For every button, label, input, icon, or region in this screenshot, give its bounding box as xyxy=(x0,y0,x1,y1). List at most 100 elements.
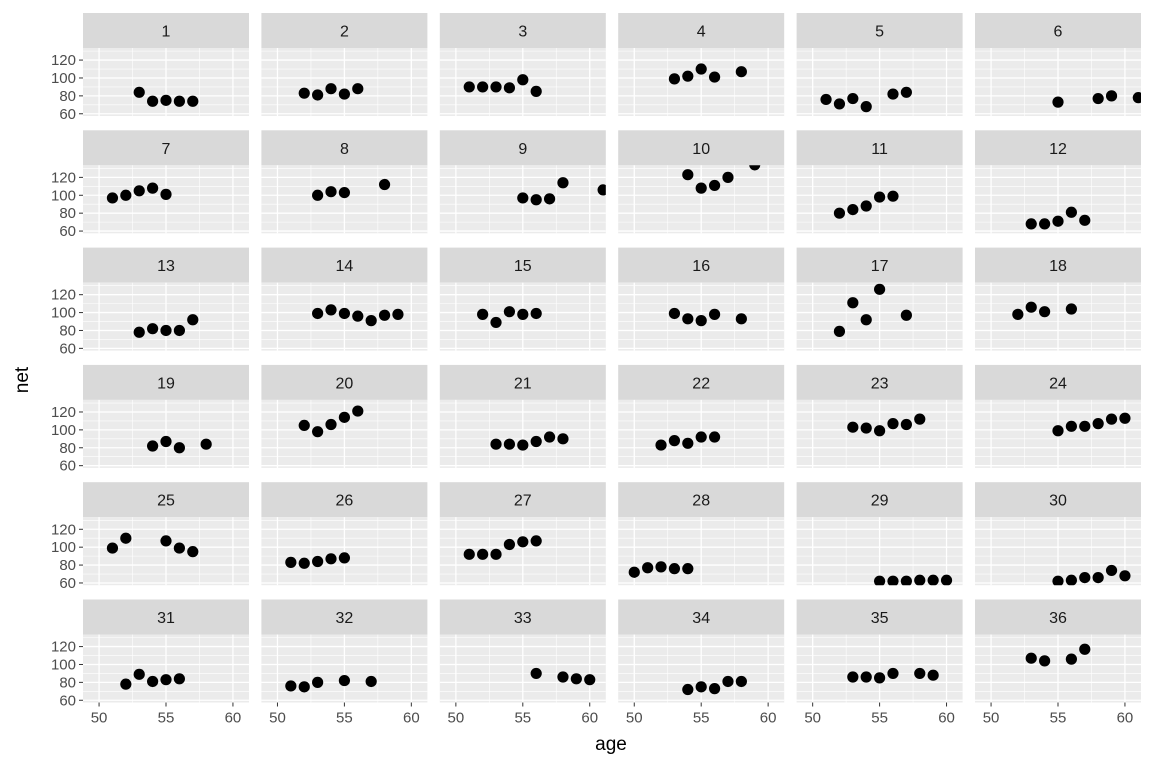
x-tick-label: 60 xyxy=(225,710,242,727)
facet-strip-label: 26 xyxy=(336,493,354,510)
data-point xyxy=(338,411,350,423)
y-tick-label: 80 xyxy=(59,322,76,339)
data-point xyxy=(160,674,172,686)
x-tick-label: 50 xyxy=(626,710,643,727)
data-point xyxy=(160,324,172,337)
facet-panel-15: 15 xyxy=(439,247,606,351)
facet-strip xyxy=(796,247,963,283)
facet-strip-label: 17 xyxy=(871,258,889,275)
data-point xyxy=(914,667,926,680)
data-point xyxy=(338,307,350,320)
data-point xyxy=(735,66,747,78)
data-point xyxy=(860,200,872,212)
facet-panel-33: 33 xyxy=(439,599,606,703)
data-point xyxy=(570,673,582,685)
facet-strip-label: 22 xyxy=(692,375,710,392)
x-tick-label: 55 xyxy=(158,710,175,727)
facet-strip xyxy=(83,364,249,400)
data-point xyxy=(352,310,364,322)
data-point xyxy=(285,556,297,568)
facet-strip xyxy=(975,130,1141,166)
facet-strip-label: 1 xyxy=(162,24,171,41)
y-tick-label: 120 xyxy=(51,521,76,538)
y-tick-label: 60 xyxy=(59,458,76,475)
facet-panel-9: 9 xyxy=(439,130,606,234)
data-point xyxy=(860,671,872,683)
data-point xyxy=(628,566,640,578)
data-point xyxy=(120,678,132,690)
facet-strip-label: 2 xyxy=(340,24,349,41)
data-point xyxy=(490,81,502,93)
data-point xyxy=(557,671,569,683)
y-axis: 6080100120608010012060801001206080100120… xyxy=(51,52,83,709)
data-point xyxy=(722,675,734,688)
facet-strip-label: 4 xyxy=(697,24,706,41)
data-point xyxy=(325,553,337,565)
data-point xyxy=(708,179,721,192)
data-point xyxy=(338,186,350,199)
facet-panel-32: 32 xyxy=(261,599,428,703)
data-point xyxy=(160,94,172,106)
data-point xyxy=(1065,574,1077,586)
x-tick-label: 55 xyxy=(693,710,710,727)
facet-panel-28: 28 xyxy=(618,482,785,586)
data-point xyxy=(668,73,681,85)
x-tick-label: 60 xyxy=(938,710,955,727)
data-point xyxy=(365,675,377,688)
data-point xyxy=(147,323,159,335)
facet-strip xyxy=(618,247,785,283)
facet-panel-12: 12 xyxy=(975,130,1141,234)
data-point xyxy=(668,563,681,575)
facet-panel-10: 10 xyxy=(618,130,785,234)
facet-panel-4: 4 xyxy=(618,13,785,116)
facet-strip xyxy=(975,599,1141,635)
data-point xyxy=(1105,90,1118,102)
data-point xyxy=(1065,206,1077,218)
data-point xyxy=(1092,418,1104,430)
data-point xyxy=(695,63,707,75)
data-point xyxy=(1092,571,1104,584)
facet-strip xyxy=(83,482,249,518)
data-point xyxy=(708,683,721,695)
data-point xyxy=(847,92,859,105)
data-point xyxy=(557,433,569,445)
data-point xyxy=(173,442,185,454)
data-point xyxy=(365,315,377,327)
y-tick-label: 120 xyxy=(51,169,76,186)
x-tick-label: 50 xyxy=(804,710,821,727)
facet-strip-label: 19 xyxy=(157,375,175,392)
x-axis: 50 55 60 50 55 60 50 55 60 50 55 60 50 55 60 50 55 60 xyxy=(91,702,1133,727)
data-point xyxy=(147,95,159,107)
data-point xyxy=(530,85,542,97)
facet-panel-2: 2 xyxy=(261,13,428,116)
facet-panel-17: 17 xyxy=(796,247,963,351)
data-point xyxy=(708,71,721,83)
data-point xyxy=(860,422,872,434)
data-point xyxy=(338,88,350,100)
data-point xyxy=(682,683,694,696)
data-point xyxy=(847,203,859,216)
y-tick-label: 80 xyxy=(59,674,76,691)
data-point xyxy=(749,165,761,171)
data-point xyxy=(477,308,489,320)
data-point xyxy=(668,435,681,447)
y-tick-label: 60 xyxy=(59,575,76,592)
facet-strip-label: 31 xyxy=(157,610,175,627)
y-tick-label: 120 xyxy=(51,287,76,304)
facet-strip-label: 8 xyxy=(340,141,349,158)
x-tick-label: 60 xyxy=(760,710,777,727)
facet-strip-label: 24 xyxy=(1049,375,1067,392)
data-point xyxy=(187,546,199,558)
facet-strip-label: 11 xyxy=(871,141,888,158)
data-point xyxy=(173,542,185,554)
data-point xyxy=(312,676,324,688)
data-point xyxy=(847,671,859,683)
data-point xyxy=(477,548,489,560)
x-tick-label: 55 xyxy=(871,710,888,727)
data-point xyxy=(120,532,132,544)
facet-panel-26: 26 xyxy=(261,482,428,586)
facet-strip-label: 32 xyxy=(336,610,354,627)
data-point xyxy=(147,182,159,194)
data-point xyxy=(503,538,516,551)
data-point xyxy=(833,207,846,219)
